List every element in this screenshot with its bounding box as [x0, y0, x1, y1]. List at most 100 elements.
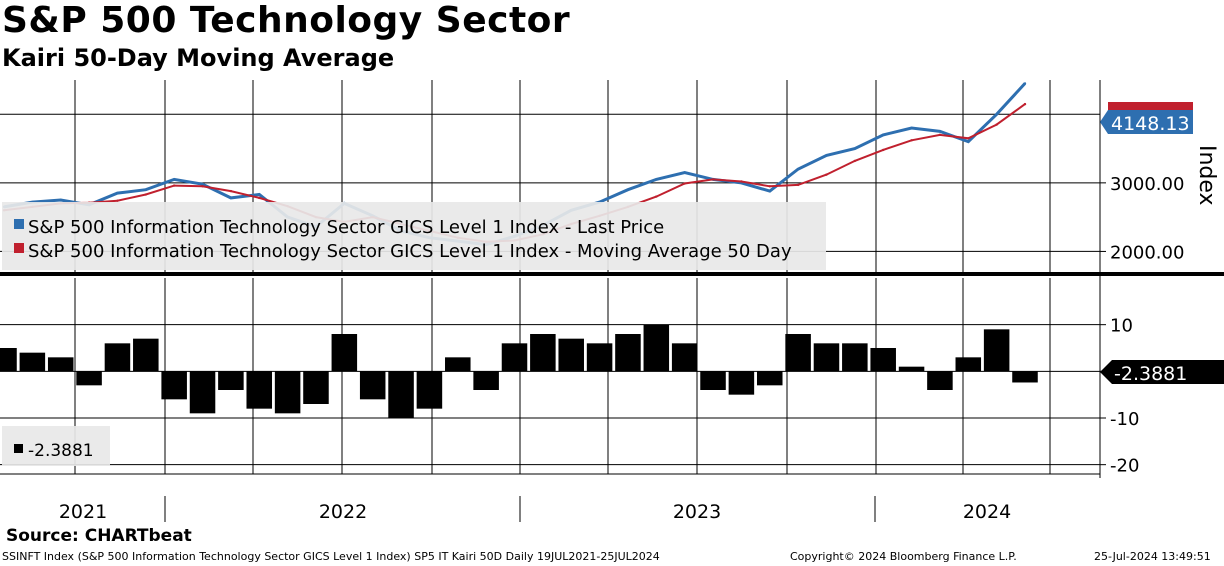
kairi-bar: [303, 371, 329, 404]
panel-separator: [0, 272, 1224, 276]
kairi-bar: [1012, 371, 1038, 383]
kairi-bar: [473, 371, 499, 390]
ma-point: [740, 180, 743, 183]
price-last-value-callout: 4148.13: [1100, 102, 1193, 135]
x-tick-label: 2021: [59, 501, 107, 523]
ma-point: [655, 195, 658, 198]
kairi-bar: [813, 343, 840, 372]
x-tick-label: 2024: [963, 501, 1011, 523]
kairi-bar: [246, 371, 273, 409]
price-point: [59, 198, 62, 202]
y-axis-label: Index: [1194, 145, 1219, 206]
kairi-bar: [76, 371, 102, 386]
kairi-bar: [700, 371, 726, 390]
kairi-bar: [785, 334, 811, 372]
footer-left: SSINFT Index (S&P 500 Information Techno…: [2, 550, 660, 563]
kairi-bar: [671, 343, 698, 372]
price-point: [626, 188, 630, 191]
legend-label-kairi: -2.3881: [28, 441, 94, 461]
footer-center: Copyright© 2024 Bloomberg Finance L.P.: [790, 550, 1017, 563]
price-point: [967, 140, 970, 143]
ma-point: [201, 185, 204, 188]
price-last-value: 4148.13: [1111, 113, 1190, 135]
kairi-last-value: -2.3881: [1114, 363, 1187, 385]
ma-point: [881, 148, 885, 152]
kairi-bar: [530, 334, 556, 372]
price-point: [116, 191, 119, 195]
kairi-bar: [331, 334, 358, 372]
kairi-bar: [842, 343, 868, 372]
y-tick-label-top: 3000.00: [1110, 174, 1184, 195]
kairi-bar: [615, 334, 641, 372]
ma-point: [1023, 102, 1027, 106]
kairi-bar: [558, 338, 584, 372]
kairi-bar: [983, 329, 1010, 372]
price-point: [825, 154, 828, 157]
kairi-bar: [870, 348, 896, 372]
kairi-bar: [19, 352, 46, 372]
legend-swatch-price: [14, 219, 24, 229]
legend-label-price: S&P 500 Information Technology Sector GI…: [28, 217, 664, 238]
kairi-last-value-callout: -2.3881: [1100, 360, 1224, 385]
price-point: [655, 178, 658, 181]
kairi-bar: [274, 371, 301, 414]
kairi-bar: [218, 371, 244, 390]
price-point: [938, 130, 942, 133]
ma-point: [258, 196, 261, 200]
price-point: [1023, 82, 1027, 85]
ma-point: [768, 185, 771, 188]
ma-point: [967, 137, 970, 140]
price-point: [201, 183, 204, 186]
kairi-bar: [0, 348, 17, 372]
kairi-bar: [359, 371, 386, 400]
price-point: [172, 178, 176, 181]
x-tick-label: 2022: [319, 501, 367, 523]
price-point: [144, 188, 148, 191]
ma-point: [796, 183, 800, 187]
price-point: [796, 167, 800, 171]
price-point: [229, 196, 233, 200]
y-tick-label-top: 2000.00: [1110, 242, 1184, 263]
ma-point: [144, 193, 148, 196]
ma-point: [910, 139, 913, 142]
price-point: [683, 171, 686, 174]
kairi-bar: [47, 357, 74, 372]
legend-swatch-kairi: [14, 444, 23, 453]
ma-point: [853, 159, 857, 163]
chart-subtitle: Kairi 50-Day Moving Average: [2, 44, 395, 72]
kairi-bar: [728, 371, 755, 395]
kairi-bar: [388, 371, 414, 418]
ma-point: [229, 189, 233, 193]
ma-point: [683, 182, 686, 185]
kairi-bar: [133, 338, 159, 372]
kairi-bar: [104, 343, 131, 372]
ma-point: [995, 123, 998, 126]
price-point: [995, 113, 998, 116]
legend-swatch-ma: [14, 243, 24, 253]
price-point: [881, 133, 885, 137]
ma-point: [825, 173, 828, 176]
kairi-bar: [643, 324, 670, 372]
ma-point: [938, 133, 942, 137]
price-point: [853, 147, 857, 150]
x-tick-label: 2023: [673, 501, 721, 523]
price-point: [258, 193, 261, 196]
price-point: [910, 126, 913, 130]
kairi-bar: [898, 366, 925, 372]
legend-label-ma: S&P 500 Information Technology Sector GI…: [28, 241, 792, 262]
kairi-bar: [927, 371, 953, 390]
source-note: Source: CHARTbeat: [6, 526, 192, 546]
y-tick-label-bottom: 10: [1110, 316, 1133, 337]
chart-title: S&P 500 Technology Sector: [2, 0, 571, 41]
price-point: [768, 189, 771, 193]
kairi-bar: [416, 371, 443, 409]
y-tick-label-bottom: -20: [1110, 456, 1139, 477]
kairi-bars: [0, 324, 1038, 418]
kairi-bar: [756, 371, 783, 386]
ma-point: [116, 199, 119, 202]
price-legend-box: [2, 202, 826, 270]
footer-right: 25-Jul-2024 13:49:51: [1094, 550, 1211, 563]
kairi-bar: [161, 371, 187, 400]
